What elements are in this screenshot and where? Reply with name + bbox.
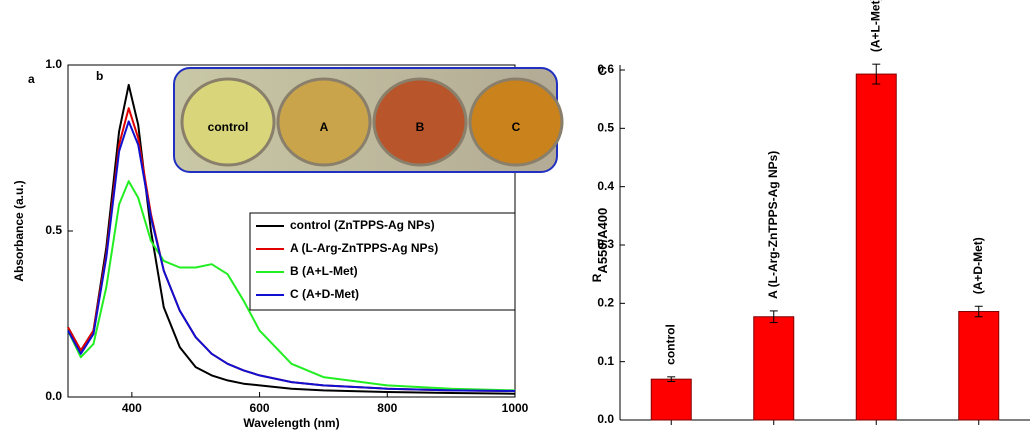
inset-label: control	[208, 120, 249, 134]
spectrum-line	[67, 120, 516, 392]
inset-well	[468, 77, 564, 167]
error-bar	[769, 310, 778, 324]
y-tick-label: 0.2	[597, 296, 614, 310]
y-axis-label: Absorbance (a.u.)	[12, 180, 26, 281]
inset-label: A	[320, 120, 329, 134]
y-tick-label: 0.0	[45, 389, 62, 403]
x-tick-label: 800	[377, 401, 397, 415]
error-bar	[974, 305, 983, 318]
inset-label: C	[512, 120, 521, 134]
category-label: control	[663, 324, 677, 365]
bar	[753, 316, 795, 421]
y-axis-label-main: R	[590, 273, 604, 282]
y-tick-label: 0.1	[597, 354, 614, 368]
bar	[855, 73, 897, 421]
spectrum-line	[67, 180, 516, 392]
panel-label: b	[96, 69, 103, 83]
legend-label: C (A+D-Met)	[290, 287, 359, 301]
y-tick-label: 0.0	[597, 412, 614, 426]
y-axis-label-sub: A550/A400	[595, 208, 610, 274]
category-label: (A+L-Met)	[868, 0, 882, 52]
error-bar	[872, 63, 881, 85]
legend-label: A (L-Arg-ZnTPPS-Ag NPs)	[290, 241, 438, 255]
y-tick-label: 0.5	[597, 121, 614, 135]
bar	[650, 378, 692, 421]
legend-label: control (ZnTPPS-Ag NPs)	[290, 218, 435, 232]
y-tick-label: 0.6	[597, 62, 614, 76]
category-label: A (L-Arg-ZnTPPS-Ag NPs)	[766, 151, 780, 299]
inset-well	[180, 77, 276, 167]
panel-label: C	[598, 64, 607, 78]
x-tick-label: 400	[122, 401, 142, 415]
bar	[958, 311, 1000, 421]
panel-label: a	[28, 72, 35, 86]
inset-well	[372, 77, 468, 167]
x-axis-label: Wavelength (nm)	[243, 416, 339, 430]
y-tick-label: 0.3	[597, 237, 614, 251]
y-tick-label: 0.4	[597, 179, 614, 193]
category-label: (A+D-Met)	[971, 237, 985, 294]
y-tick-label: 0.5	[45, 223, 62, 237]
error-bar	[667, 376, 676, 382]
inset-well	[276, 77, 372, 167]
x-tick-label: 1000	[502, 401, 529, 415]
y-axis-label: RA550/A400	[590, 208, 610, 282]
legend-box	[249, 212, 516, 311]
y-tick-label: 1.0	[45, 57, 62, 71]
inset-label: B	[416, 120, 425, 134]
legend-label: B (A+L-Met)	[290, 264, 358, 278]
x-tick-label: 600	[250, 401, 270, 415]
